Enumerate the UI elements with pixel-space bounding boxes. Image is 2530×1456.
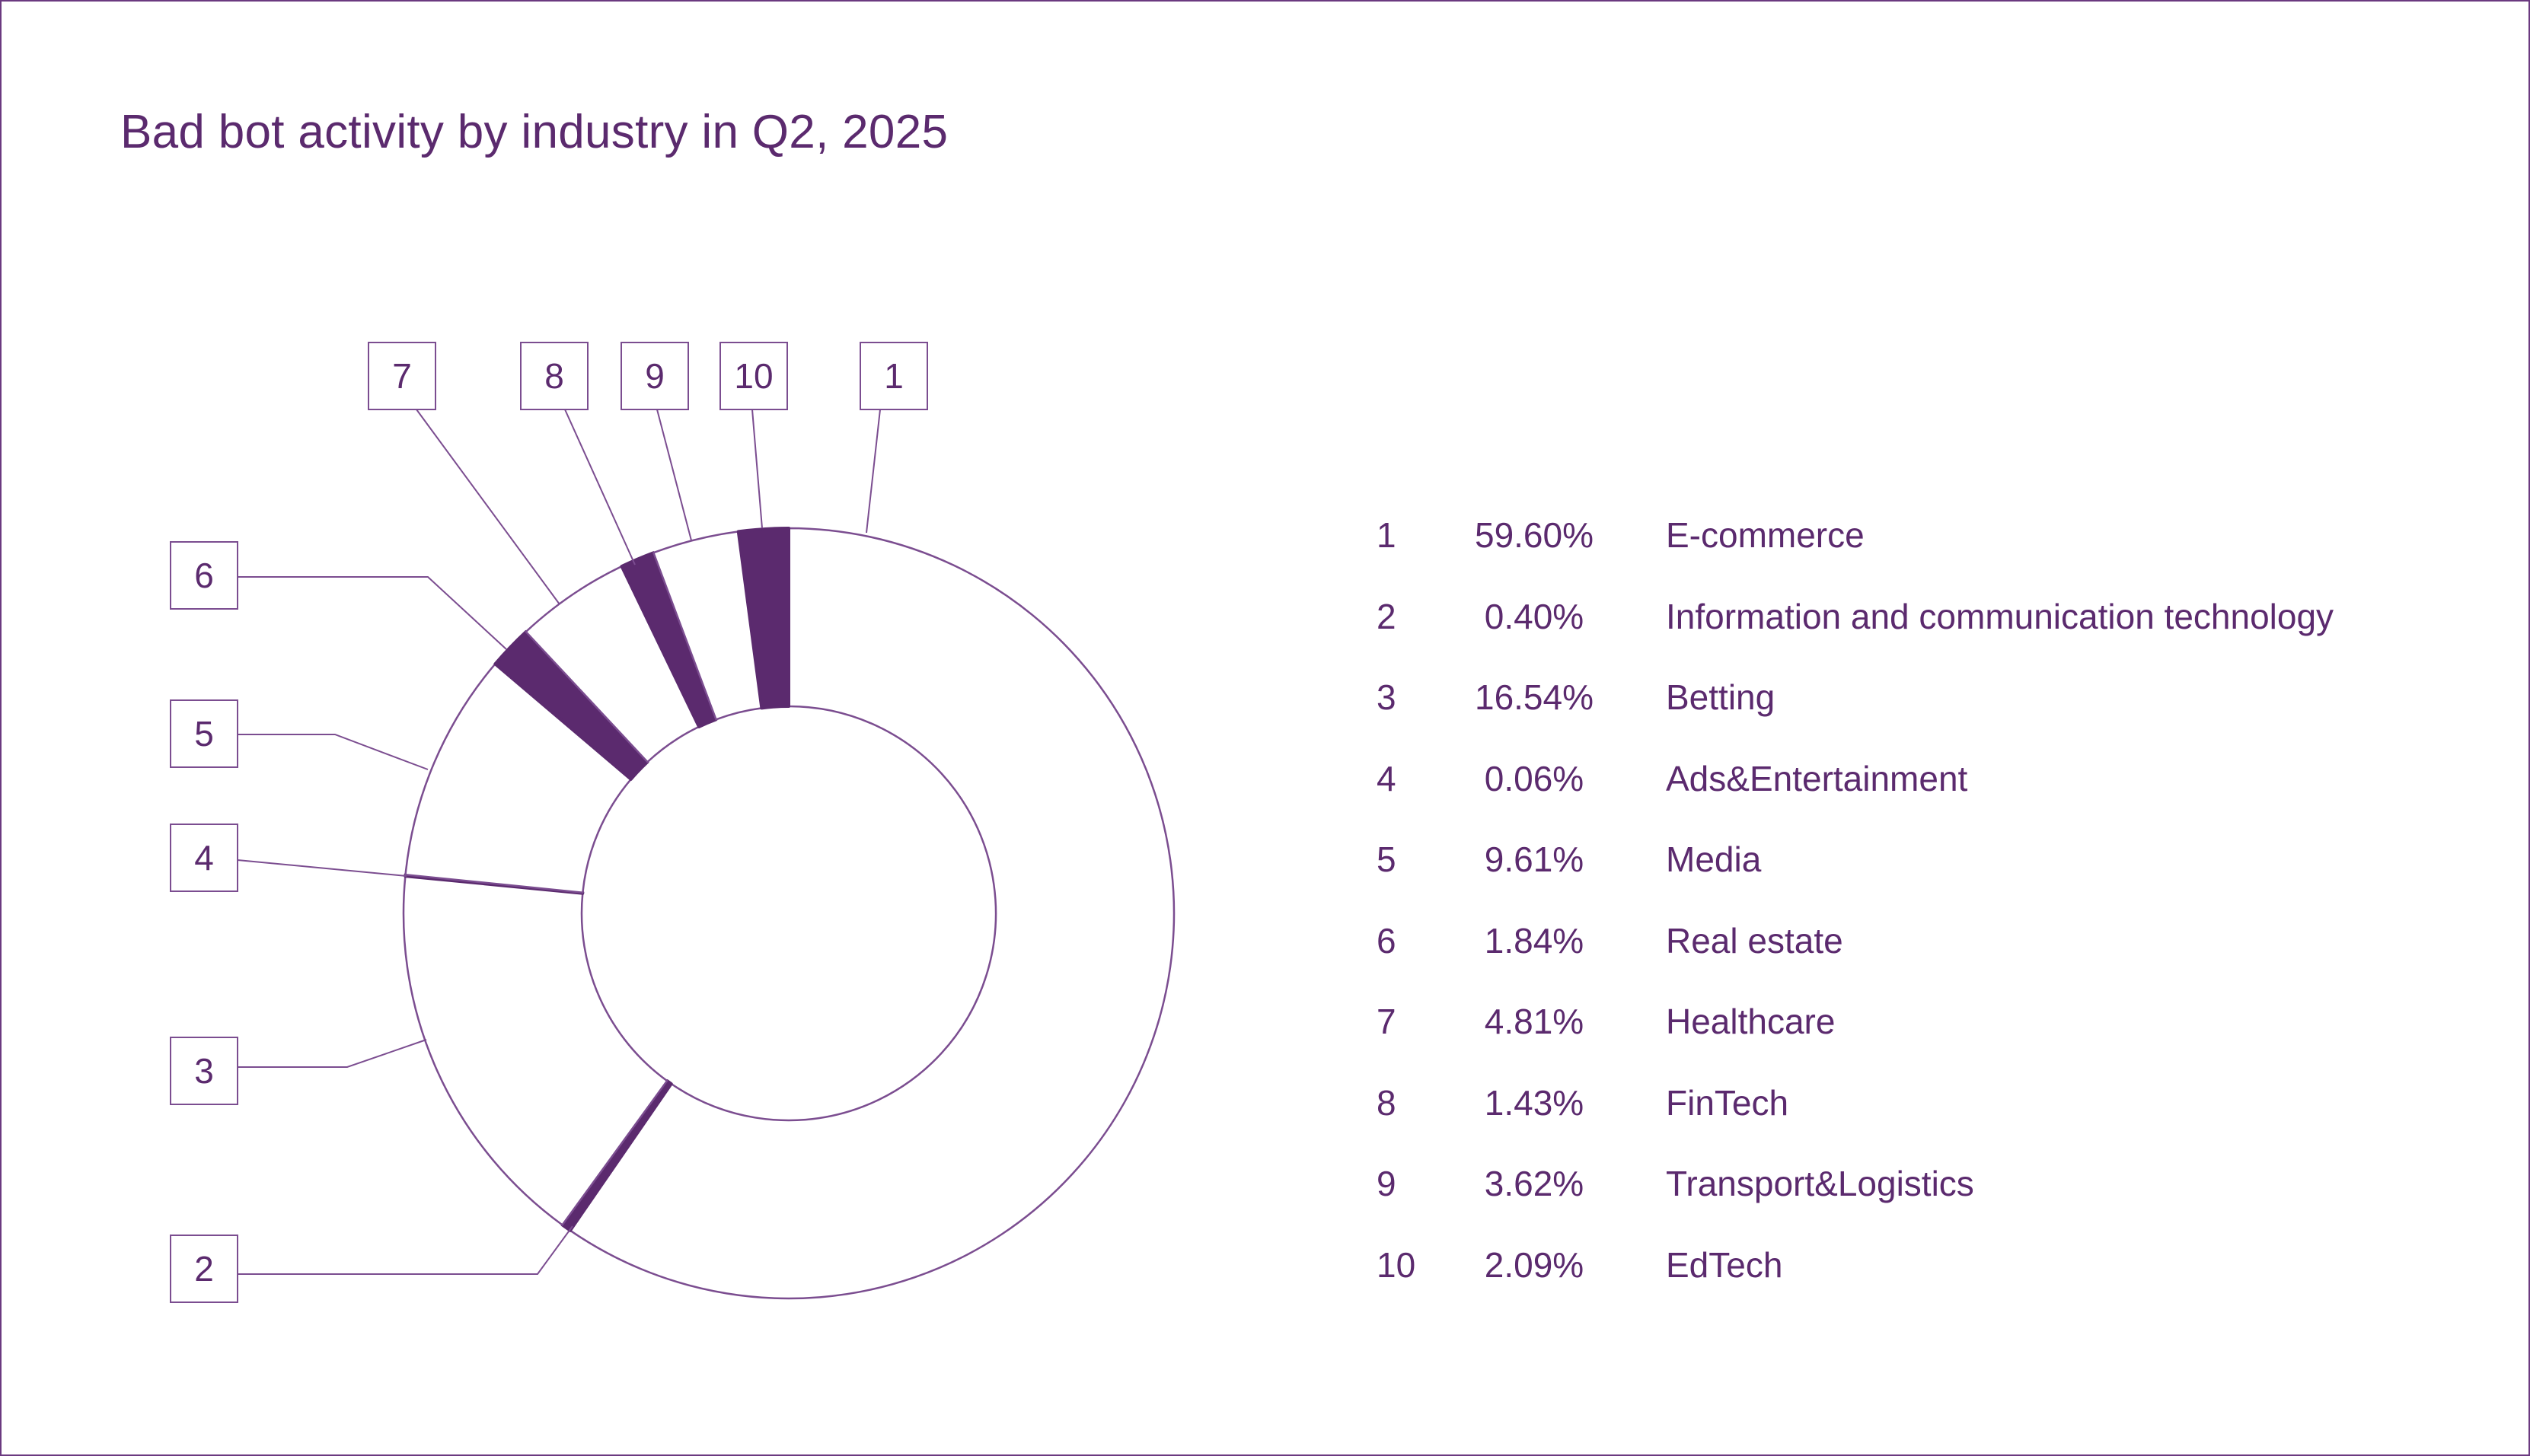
callout-box-6 — [170, 541, 238, 610]
callout-box-1 — [860, 342, 928, 410]
slice-10 — [736, 527, 790, 710]
legend-value: 1.84% — [1484, 920, 1584, 961]
callout-box-2 — [170, 1235, 238, 1303]
legend-index: 8 — [1377, 1082, 1396, 1123]
chart-title: Bad bot activity by industry in Q2, 2025 — [120, 106, 949, 158]
leader-line-3 — [238, 1039, 427, 1068]
callout-label-8: 8 — [544, 356, 564, 396]
legend-label: Real estate — [1666, 920, 1843, 961]
leader-line-2 — [238, 1225, 573, 1275]
callout-label-2: 2 — [194, 1249, 214, 1289]
callout-box-4 — [170, 824, 238, 892]
legend-index: 2 — [1377, 596, 1396, 636]
leader-line-10 — [751, 409, 763, 529]
legend-label: E-commerce — [1666, 515, 1865, 555]
legend-index: 6 — [1377, 920, 1396, 961]
callout-label-5: 5 — [194, 714, 214, 753]
legend-index: 10 — [1377, 1244, 1416, 1285]
callout-box-5 — [170, 699, 238, 768]
callout-label-1: 1 — [884, 356, 904, 396]
callout-box-9 — [621, 342, 689, 410]
callout-box-8 — [520, 342, 589, 410]
legend-value: 9.61% — [1484, 840, 1584, 879]
legend-index: 5 — [1377, 840, 1396, 879]
leader-line-6 — [238, 576, 507, 650]
legend-index: 4 — [1377, 758, 1396, 798]
callout-box-7 — [368, 342, 436, 410]
leader-line-8 — [564, 409, 636, 566]
leader-line-5 — [238, 734, 429, 770]
legend-value: 2.09% — [1484, 1244, 1584, 1285]
callout-label-6: 6 — [194, 556, 214, 595]
leader-line-4 — [237, 859, 407, 877]
leader-line-7 — [416, 409, 560, 605]
callout-label-9: 9 — [645, 356, 665, 396]
callout-label-3: 3 — [194, 1051, 214, 1091]
slice-3 — [402, 875, 668, 1226]
legend-value: 3.62% — [1484, 1164, 1584, 1203]
legend-value: 0.40% — [1484, 596, 1584, 636]
legend-label: EdTech — [1666, 1244, 1783, 1285]
leader-line-9 — [656, 409, 692, 541]
callout-label-10: 10 — [734, 356, 773, 396]
legend-label: Media — [1666, 840, 1762, 879]
legend-value: 1.43% — [1484, 1082, 1584, 1123]
callout-box-3 — [170, 1037, 238, 1105]
legend-label: Ads&Entertainment — [1666, 758, 1968, 798]
leader-line-1 — [866, 409, 881, 534]
legend-label: Healthcare — [1666, 1002, 1836, 1041]
slice-1 — [569, 527, 1176, 1300]
legend-index: 9 — [1377, 1164, 1396, 1203]
legend-value: 59.60% — [1474, 515, 1594, 555]
legend-index: 3 — [1377, 677, 1396, 717]
legend-value: 16.54% — [1474, 677, 1594, 717]
slice-5 — [404, 663, 632, 894]
legend-index: 1 — [1377, 515, 1396, 555]
callout-box-10 — [719, 342, 788, 410]
legend-value: 4.81% — [1484, 1002, 1584, 1041]
callout-label-4: 4 — [194, 838, 214, 878]
legend-label: Transport&Logistics — [1666, 1164, 1974, 1203]
legend-label: FinTech — [1666, 1082, 1789, 1123]
legend-label: Information and communication technology — [1666, 596, 2334, 636]
callout-label-7: 7 — [392, 356, 412, 396]
legend-label: Betting — [1666, 677, 1775, 717]
legend-value: 0.06% — [1484, 758, 1584, 798]
legend-index: 7 — [1377, 1002, 1396, 1041]
